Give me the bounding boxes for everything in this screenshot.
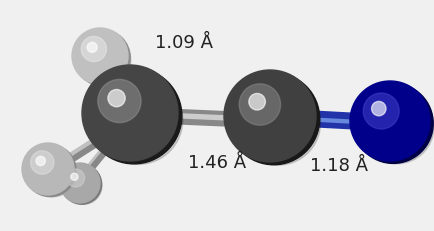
Circle shape xyxy=(36,156,46,166)
Circle shape xyxy=(66,169,85,187)
Circle shape xyxy=(60,163,100,203)
Circle shape xyxy=(22,143,74,195)
Circle shape xyxy=(24,145,76,197)
Circle shape xyxy=(95,76,183,164)
Text: 1.46 Å: 1.46 Å xyxy=(188,154,246,172)
Circle shape xyxy=(363,93,399,129)
Circle shape xyxy=(30,151,54,174)
Circle shape xyxy=(224,70,316,162)
Circle shape xyxy=(87,42,97,52)
Circle shape xyxy=(249,94,266,110)
Circle shape xyxy=(98,79,141,123)
Circle shape xyxy=(236,81,321,165)
Circle shape xyxy=(86,68,182,164)
Circle shape xyxy=(65,168,102,204)
Circle shape xyxy=(81,36,106,62)
Text: 1.09 Å: 1.09 Å xyxy=(155,34,213,52)
Circle shape xyxy=(29,149,76,197)
Circle shape xyxy=(108,89,125,107)
Circle shape xyxy=(353,83,433,163)
Circle shape xyxy=(72,28,128,84)
Text: 1.18 Å: 1.18 Å xyxy=(310,157,368,175)
Circle shape xyxy=(372,101,386,116)
Circle shape xyxy=(360,90,434,164)
Circle shape xyxy=(62,164,102,204)
Circle shape xyxy=(228,73,320,165)
Circle shape xyxy=(79,34,131,86)
Circle shape xyxy=(82,65,178,161)
Circle shape xyxy=(239,84,280,125)
Circle shape xyxy=(71,173,78,180)
Circle shape xyxy=(350,81,430,161)
Circle shape xyxy=(74,30,130,86)
